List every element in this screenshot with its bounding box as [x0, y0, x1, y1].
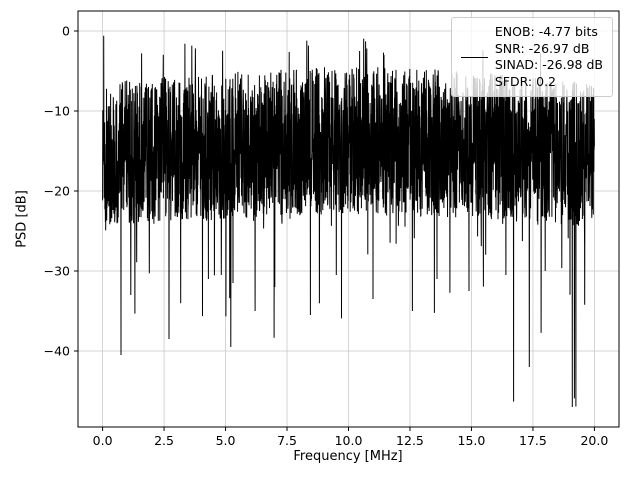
legend-entry-sinad: SINAD: -26.98 dB: [494, 57, 603, 72]
x-tick-label: 0.0: [93, 433, 113, 448]
y-tick-label: 0: [62, 24, 70, 39]
y-tick-label: −30: [44, 264, 70, 279]
y-axis-label: PSD [dB]: [14, 190, 30, 248]
y-tick-label: −20: [44, 184, 70, 199]
x-tick-label: 20.0: [580, 433, 608, 448]
legend: ENOB: -4.77 bits SNR: -26.97 dB SINAD: -…: [450, 17, 613, 97]
x-tick-label: 10.0: [335, 433, 363, 448]
legend-entry-enob: ENOB: -4.77 bits: [494, 24, 598, 39]
legend-entry-sfdr: SFDR: 0.2: [494, 73, 556, 89]
y-tick-label: −40: [44, 344, 70, 359]
x-tick-label: 7.5: [277, 433, 297, 448]
legend-labels: ENOB: -4.77 bits SNR: -26.97 dB SINAD: -…: [495, 24, 603, 90]
y-tick-label: −10: [44, 104, 70, 119]
x-tick-label: 12.5: [396, 433, 424, 448]
x-tick-label: 5.0: [216, 433, 236, 448]
x-tick-label: 2.5: [154, 433, 174, 448]
legend-entry-snr: SNR: -26.97 dB: [494, 40, 590, 56]
x-tick-label: 17.5: [519, 433, 547, 448]
legend-line-icon: [460, 56, 488, 58]
x-axis-label: Frequency [MHz]: [293, 449, 403, 464]
x-tick-label: 15.0: [458, 433, 486, 448]
psd-trace: [102, 35, 595, 408]
